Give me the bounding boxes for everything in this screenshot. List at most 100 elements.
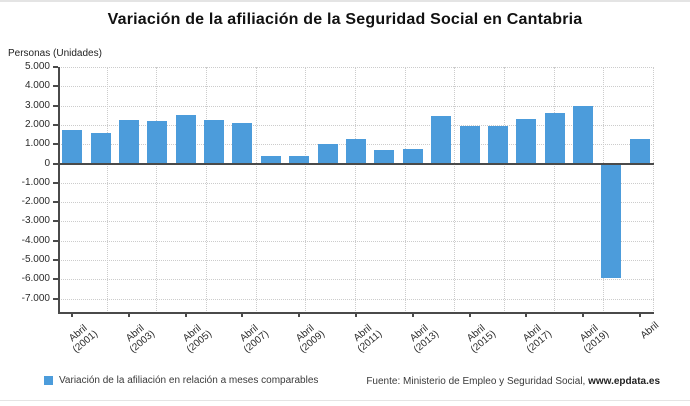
bar (317, 144, 338, 164)
x-axis-tick (638, 313, 641, 317)
v-gridline (255, 67, 257, 313)
h-gridline (58, 240, 654, 242)
y-axis-tick-label: 1.000 (24, 138, 50, 150)
bar (487, 125, 508, 164)
v-gridline (553, 67, 555, 313)
y-axis-tick (53, 181, 58, 184)
h-gridline (58, 105, 654, 107)
y-axis-tick-label: 5.000 (24, 61, 50, 72)
card-bottom-border (0, 400, 690, 401)
plot-area: Abril (2001) Abril (2003) Abril (2005) Abri… (58, 67, 661, 355)
y-axis-tick-label: -2.000 (21, 196, 50, 208)
h-gridline (58, 260, 654, 261)
x-axis-label: Abril (2019) (578, 322, 612, 356)
bar (260, 156, 281, 164)
y-axis-tick (53, 278, 58, 281)
y-axis-tick-label: -6.000 (21, 273, 50, 285)
h-gridline (58, 298, 654, 300)
y-axis-tick-label: -4.000 (21, 234, 50, 246)
y-axis-tick-label: -7.000 (21, 292, 50, 304)
x-axis-label: Abril (2011) (351, 322, 385, 355)
v-gridline (206, 67, 207, 313)
bar (374, 149, 395, 164)
bar (402, 149, 423, 164)
x-axis-tick (184, 313, 187, 317)
x-axis-label: Abril (638, 320, 661, 342)
v-gridline (653, 67, 654, 313)
y-axis-tick (53, 104, 58, 107)
x-axis-tick (355, 313, 357, 317)
source-text: Fuente: Ministerio de Empleo y Seguridad… (366, 376, 586, 387)
h-gridline (58, 86, 654, 88)
y-axis-tick-label: -1.000 (21, 176, 50, 188)
y-axis-tick (53, 123, 58, 126)
v-gridline (106, 67, 108, 313)
x-axis-label: Abril (2005) (180, 322, 214, 356)
y-axis-tick-label: 0 (44, 157, 50, 169)
zero-line (58, 162, 654, 165)
x-axis-label: Abril (2015) (464, 322, 498, 356)
legend-label: Variación de la afiliación en relación a… (59, 375, 319, 386)
bar (516, 118, 537, 164)
v-gridline (355, 67, 356, 313)
y-axis-title: Personas (Unidades) (8, 48, 102, 59)
bar (431, 116, 452, 164)
v-gridline (156, 67, 158, 313)
y-axis-tick-label: 4.000 (24, 80, 50, 92)
legend-swatch (44, 376, 53, 385)
v-gridline (504, 67, 505, 313)
h-gridline (58, 124, 654, 126)
y-axis-line (58, 67, 60, 313)
y-axis-tick-label: -3.000 (21, 215, 50, 227)
source-site: www.epdata.es (588, 376, 660, 387)
chart-title: Variación de la afiliación de la Segurid… (107, 11, 583, 28)
x-axis-tick (241, 313, 244, 317)
x-axis-tick (411, 313, 414, 317)
v-gridline (404, 67, 406, 313)
bar (204, 120, 225, 164)
y-axis-tick (53, 85, 58, 88)
x-axis-tick (468, 313, 471, 317)
x-axis-tick (298, 313, 301, 317)
y-axis-tick-label: -5.000 (21, 254, 50, 265)
bar (90, 133, 111, 164)
bar (459, 125, 480, 164)
bar (289, 155, 310, 164)
y-axis-tick (53, 220, 58, 223)
bar (544, 113, 565, 164)
y-axis-tick (53, 201, 58, 204)
bar (346, 139, 366, 164)
h-gridline (58, 221, 654, 223)
bar (232, 122, 253, 164)
legend: Variación de la afiliación en relación a… (44, 375, 318, 386)
x-axis-tick (582, 313, 585, 317)
chart-footer: Variación de la afiliación en relación a… (0, 375, 690, 391)
x-axis-label: Abril (2003) (124, 322, 158, 356)
bar (118, 120, 139, 164)
bar (147, 120, 168, 164)
y-axis-tick (53, 259, 58, 261)
y-axis-tick (53, 66, 58, 68)
x-axis-label: Abril (2001) (67, 322, 101, 356)
bar (629, 138, 650, 164)
h-gridline (58, 202, 654, 204)
y-axis-tick (53, 143, 58, 146)
x-axis-label: Abril (2013) (408, 322, 441, 356)
x-axis-label: Abril (2007) (237, 322, 271, 356)
y-axis-tick (53, 297, 58, 300)
y-axis-tick (53, 239, 58, 242)
card-top-border (0, 0, 690, 2)
bar (573, 105, 594, 164)
x-axis-tick (127, 313, 130, 317)
v-gridline (454, 67, 456, 313)
v-gridline (305, 67, 307, 313)
h-gridline (58, 279, 654, 281)
x-axis-label: Abril (2009) (294, 322, 328, 356)
x-axis-tick (525, 313, 528, 317)
y-axis-tick-label: 2.000 (24, 118, 50, 130)
x-axis-label: Abril (2017) (521, 322, 555, 356)
y-axis-tick-label: 3.000 (24, 99, 50, 111)
source-note: Fuente: Ministerio de Empleo y Seguridad… (366, 376, 660, 387)
y-axis-tick (53, 162, 58, 165)
